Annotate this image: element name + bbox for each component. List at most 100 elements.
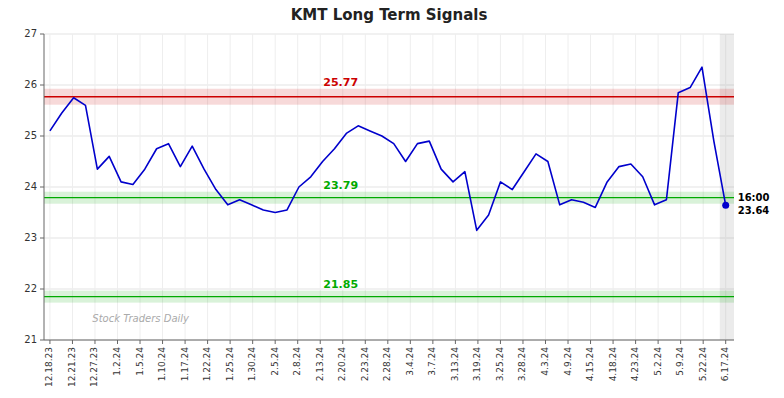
x-tick-label: 1.17.24 xyxy=(180,347,190,382)
x-tick-label: 3.28.24 xyxy=(517,347,527,382)
x-tick xyxy=(680,340,681,344)
x-tick xyxy=(365,340,366,344)
x-tick xyxy=(432,340,433,344)
last-price-label: 23.64 xyxy=(738,205,770,216)
reference-band xyxy=(44,291,734,303)
y-grid-line xyxy=(44,340,734,341)
x-tick xyxy=(500,340,501,344)
x-tick-label: 12.18.23 xyxy=(44,347,54,387)
x-tick xyxy=(545,340,546,344)
x-tick-label: 2.5.24 xyxy=(270,347,280,376)
x-axis-line xyxy=(44,340,734,341)
x-tick-label: 2.20.24 xyxy=(337,347,347,382)
y-grid-line xyxy=(44,136,734,137)
axes: 2122232425262712.18.2312.21.2312.27.231.… xyxy=(24,28,734,387)
x-tick-label: 4.15.24 xyxy=(585,347,595,382)
reference-band xyxy=(44,89,734,105)
reference-band xyxy=(44,192,734,204)
y-grid-line xyxy=(44,85,734,86)
y-tick-label: 21 xyxy=(24,334,37,345)
x-tick-label: 6.17.24 xyxy=(720,347,730,382)
x-tick-label: 1.5.24 xyxy=(135,347,145,376)
reference-label: 21.85 xyxy=(323,278,358,291)
x-tick-label: 3.7.24 xyxy=(427,347,437,376)
x-tick-label: 5.22.24 xyxy=(698,347,708,382)
x-tick xyxy=(568,340,569,344)
plot-area xyxy=(44,34,734,340)
y-tick-label: 22 xyxy=(24,283,37,294)
x-tick xyxy=(252,340,253,344)
x-tick xyxy=(613,340,614,344)
y-grid-line xyxy=(44,187,734,188)
x-tick-label: 5.9.24 xyxy=(675,347,685,376)
y-tick xyxy=(40,187,44,188)
reference-line xyxy=(44,197,734,198)
x-tick-label: 2.28.24 xyxy=(382,347,392,382)
reference-label: 25.77 xyxy=(323,76,358,89)
grid xyxy=(44,34,734,340)
y-tick xyxy=(40,340,44,341)
watermark: Stock Traders Daily xyxy=(92,313,190,324)
x-tick-label: 1.25.24 xyxy=(225,347,235,382)
y-grid-line xyxy=(44,238,734,239)
title: KMT Long Term Signals xyxy=(291,6,488,24)
x-tick-label: 5.2.24 xyxy=(653,347,663,376)
x-tick-label: 4.18.24 xyxy=(608,347,618,382)
x-tick xyxy=(635,340,636,344)
x-tick xyxy=(72,340,73,344)
x-tick xyxy=(410,340,411,344)
last-time-label: 16:00 xyxy=(738,192,770,203)
y-tick xyxy=(40,34,44,35)
x-tick xyxy=(207,340,208,344)
x-tick-label: 3.4.24 xyxy=(405,347,415,376)
x-tick-label: 4.3.24 xyxy=(540,347,550,376)
x-tick xyxy=(230,340,231,344)
reference-line xyxy=(44,96,734,97)
y-grid-line xyxy=(44,289,734,290)
x-tick xyxy=(725,340,726,344)
x-tick xyxy=(117,340,118,344)
x-tick-label: 4.9.24 xyxy=(563,347,573,376)
x-tick-label: 2.13.24 xyxy=(315,347,325,382)
y-tick-label: 27 xyxy=(24,28,37,39)
x-tick xyxy=(297,340,298,344)
x-tick-label: 1.30.24 xyxy=(247,347,257,382)
x-tick-label: 3.13.24 xyxy=(450,347,460,382)
y-tick-label: 26 xyxy=(24,79,37,90)
x-tick-label: 1.22.24 xyxy=(202,347,212,382)
x-tick xyxy=(275,340,276,344)
x-tick xyxy=(140,340,141,344)
x-tick-label: 1.10.24 xyxy=(157,347,167,382)
y-tick xyxy=(40,136,44,137)
x-tick-label: 2.23.24 xyxy=(360,347,370,382)
y-tick xyxy=(40,85,44,86)
x-tick xyxy=(162,340,163,344)
x-tick-label: 2.8.24 xyxy=(292,347,302,376)
price-line xyxy=(50,67,726,230)
y-grid-line xyxy=(44,34,734,35)
x-tick xyxy=(320,340,321,344)
x-tick xyxy=(49,340,50,344)
x-tick-label: 12.21.23 xyxy=(67,347,77,387)
x-tick xyxy=(590,340,591,344)
x-tick xyxy=(703,340,704,344)
x-tick xyxy=(185,340,186,344)
x-tick-label: 3.19.24 xyxy=(472,347,482,382)
x-tick xyxy=(658,340,659,344)
x-tick-label: 3.25.24 xyxy=(495,347,505,382)
y-tick xyxy=(40,289,44,290)
x-tick-label: 12.27.23 xyxy=(89,347,99,387)
x-tick xyxy=(455,340,456,344)
y-tick-label: 23 xyxy=(24,232,37,243)
x-tick-label: 1.2.24 xyxy=(112,347,122,376)
chart: 25.7723.7921.852122232425262712.18.2312.… xyxy=(0,0,784,398)
reference-line xyxy=(44,296,734,297)
reference-label: 23.79 xyxy=(323,179,358,192)
y-tick-label: 25 xyxy=(24,130,37,141)
x-tick xyxy=(387,340,388,344)
x-tick xyxy=(522,340,523,344)
y-tick xyxy=(40,238,44,239)
x-tick xyxy=(94,340,95,344)
reference-labels: 25.77 23.79 21.85 xyxy=(323,76,358,291)
x-tick xyxy=(477,340,478,344)
